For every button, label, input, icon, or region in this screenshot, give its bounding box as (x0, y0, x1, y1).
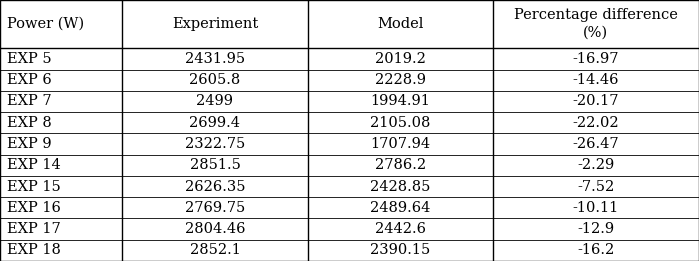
Text: 2428.85: 2428.85 (370, 180, 431, 194)
Text: Power (W): Power (W) (7, 17, 84, 31)
Text: Experiment: Experiment (172, 17, 258, 31)
Text: EXP 8: EXP 8 (7, 116, 52, 130)
Text: 2626.35: 2626.35 (185, 180, 245, 194)
Text: Percentage difference
(%): Percentage difference (%) (514, 9, 678, 40)
Text: EXP 18: EXP 18 (7, 243, 61, 257)
Text: Model: Model (377, 17, 424, 31)
Text: EXP 6: EXP 6 (7, 73, 52, 87)
Text: 2322.75: 2322.75 (185, 137, 245, 151)
Text: -7.52: -7.52 (577, 180, 614, 194)
Text: EXP 15: EXP 15 (7, 180, 61, 194)
Text: 2786.2: 2786.2 (375, 158, 426, 172)
Text: 1994.91: 1994.91 (370, 94, 430, 109)
Text: 2442.6: 2442.6 (375, 222, 426, 236)
Text: EXP 16: EXP 16 (7, 201, 61, 215)
Text: -2.29: -2.29 (577, 158, 614, 172)
Text: 2499: 2499 (196, 94, 233, 109)
Text: 2390.15: 2390.15 (370, 243, 431, 257)
Text: 2489.64: 2489.64 (370, 201, 431, 215)
Text: 2605.8: 2605.8 (189, 73, 240, 87)
Text: -26.47: -26.47 (572, 137, 619, 151)
Text: EXP 9: EXP 9 (7, 137, 52, 151)
Text: -16.2: -16.2 (577, 243, 614, 257)
Text: 2851.5: 2851.5 (189, 158, 240, 172)
Text: 2105.08: 2105.08 (370, 116, 431, 130)
Text: -20.17: -20.17 (572, 94, 619, 109)
Text: -14.46: -14.46 (572, 73, 619, 87)
Text: -10.11: -10.11 (572, 201, 619, 215)
Text: -12.9: -12.9 (577, 222, 614, 236)
Text: EXP 17: EXP 17 (7, 222, 61, 236)
Text: 2228.9: 2228.9 (375, 73, 426, 87)
Text: -16.97: -16.97 (572, 52, 619, 66)
Text: EXP 5: EXP 5 (7, 52, 52, 66)
Text: 2019.2: 2019.2 (375, 52, 426, 66)
Text: 2852.1: 2852.1 (189, 243, 240, 257)
Text: 2699.4: 2699.4 (189, 116, 240, 130)
Text: 2431.95: 2431.95 (185, 52, 245, 66)
Text: EXP 7: EXP 7 (7, 94, 52, 109)
Text: 1707.94: 1707.94 (370, 137, 431, 151)
Text: -22.02: -22.02 (572, 116, 619, 130)
Text: EXP 14: EXP 14 (7, 158, 61, 172)
Text: 2769.75: 2769.75 (185, 201, 245, 215)
Text: 2804.46: 2804.46 (185, 222, 245, 236)
